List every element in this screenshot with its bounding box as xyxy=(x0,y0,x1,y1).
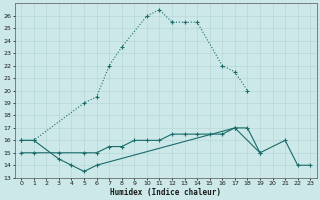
X-axis label: Humidex (Indice chaleur): Humidex (Indice chaleur) xyxy=(110,188,221,197)
